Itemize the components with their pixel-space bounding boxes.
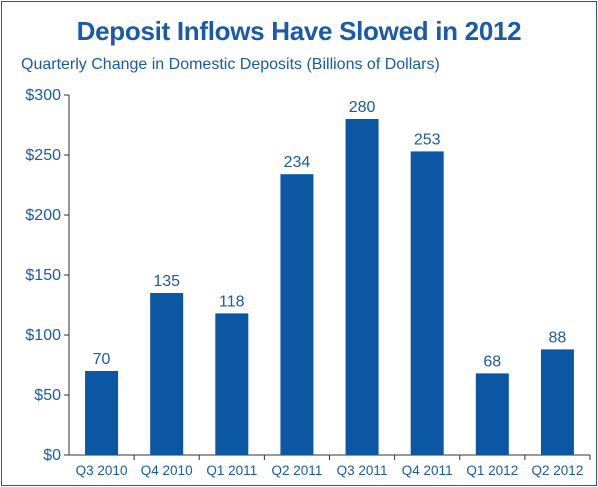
bar [345,119,379,455]
bar [150,293,184,455]
bar [280,174,314,455]
bar-value-label: 88 [549,329,567,346]
y-tick-label: $50 [34,387,61,404]
y-tick-label: $100 [25,327,61,344]
bar-value-label: 135 [153,273,180,290]
bar-value-label: 68 [483,353,501,370]
bar [475,373,509,455]
bar [540,349,574,455]
bar [410,151,444,455]
chart-subtitle: Quarterly Change in Domestic Deposits (B… [21,56,440,73]
y-tick-label: $0 [43,447,61,464]
chart-title: Deposit Inflows Have Slowed in 2012 [76,16,522,46]
x-tick-label: Q4 2010 [141,463,193,478]
bar-value-label: 280 [349,99,376,116]
x-tick-label: Q4 2011 [402,463,453,478]
bar-value-label: 234 [284,154,311,171]
x-tick-label: Q2 2012 [532,463,584,478]
x-tick-label: Q1 2012 [466,463,518,478]
bar-value-label: 253 [414,131,441,148]
x-tick-label: Q3 2011 [337,463,388,478]
x-tick-label: Q1 2011 [206,463,257,478]
y-tick-label: $150 [25,267,61,284]
bar [215,313,249,455]
y-tick-label: $200 [25,207,61,224]
bar-value-label: 118 [219,293,245,310]
x-tick-label: Q2 2011 [272,463,323,478]
y-tick-label: $250 [25,147,61,164]
y-tick-label: $300 [25,87,61,104]
x-tick-label: Q3 2010 [76,463,128,478]
bar [85,371,119,455]
bar-value-label: 70 [93,351,111,368]
